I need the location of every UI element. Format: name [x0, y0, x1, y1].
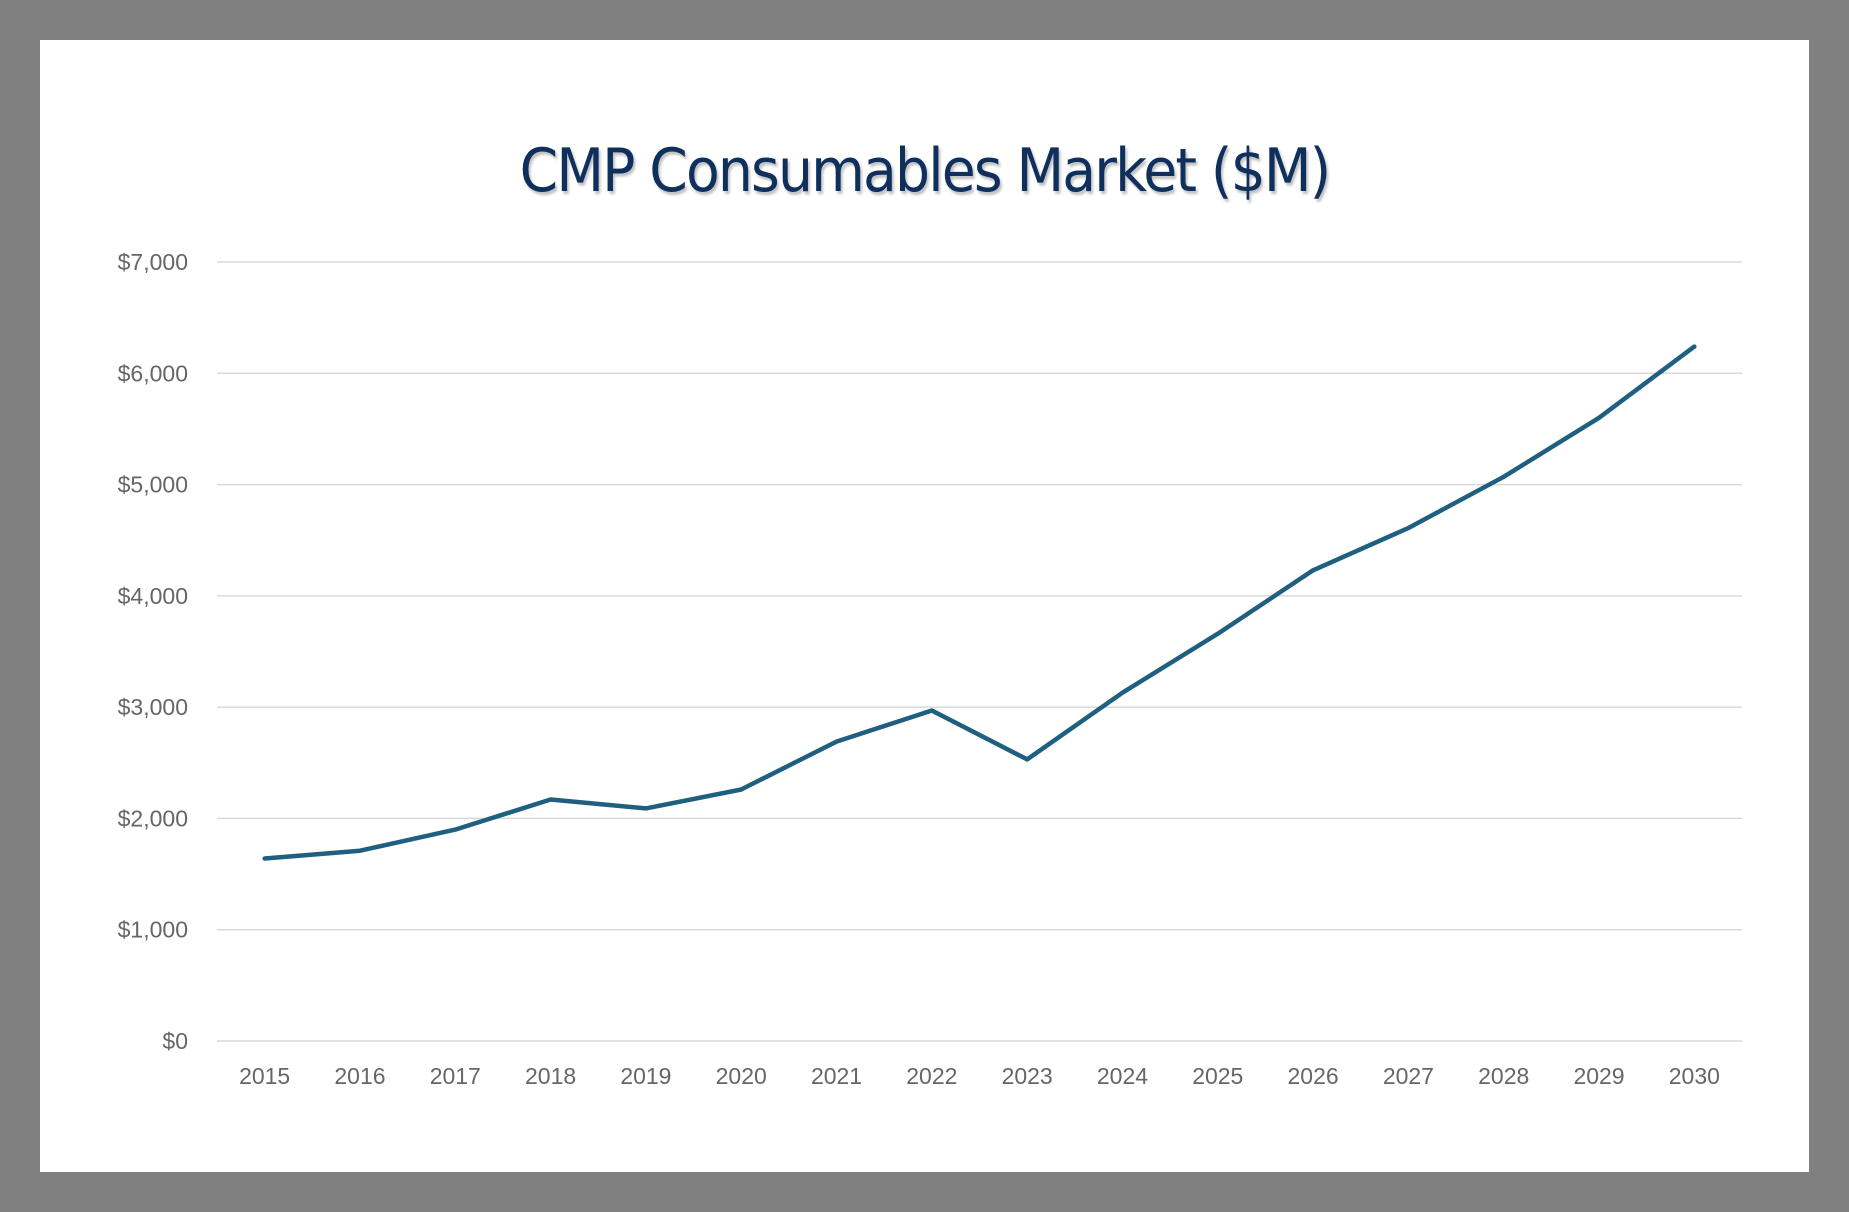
x-tick-label: 2026 — [1288, 1063, 1339, 1089]
y-tick-label: $2,000 — [118, 805, 188, 831]
x-tick-label: 2016 — [334, 1063, 385, 1089]
data-point — [1406, 525, 1411, 530]
y-tick-label: $3,000 — [118, 694, 188, 720]
data-point — [1692, 344, 1697, 349]
x-tick-label: 2018 — [525, 1063, 576, 1089]
x-tick-label: 2025 — [1192, 1063, 1243, 1089]
y-tick-label: $0 — [162, 1028, 188, 1054]
y-tick-label: $5,000 — [118, 472, 188, 498]
x-tick-label: 2024 — [1097, 1063, 1148, 1089]
x-tick-label: 2017 — [430, 1063, 481, 1089]
series-line — [262, 344, 1697, 861]
x-tick-label: 2030 — [1669, 1063, 1720, 1089]
data-point — [357, 848, 362, 853]
x-tick-label: 2021 — [811, 1063, 862, 1089]
chart-title: CMP Consumables Market ($M) — [519, 136, 1332, 206]
data-point — [1120, 690, 1125, 695]
data-point — [1025, 757, 1030, 762]
gridlines — [217, 261, 1742, 1042]
x-tick-label: 2015 — [239, 1063, 290, 1089]
series-group — [262, 344, 1697, 861]
data-point — [453, 827, 458, 832]
data-point — [1501, 474, 1506, 479]
x-axis-tick-labels: 2015 2016 2017 2018 2019 2020 2021 2022 2023 2024… — [239, 1063, 1720, 1089]
data-point — [739, 787, 744, 792]
chart-card: CMP Consumables Market ($M) — [40, 40, 1809, 1172]
x-tick-label: 2020 — [716, 1063, 767, 1089]
y-axis-tick-labels: $0 $1,000 $2,000 $3,000 $4,000 $5,000 $6,000 $7… — [118, 249, 188, 1054]
y-tick-label: $7,000 — [118, 249, 188, 275]
x-tick-label: 2029 — [1573, 1063, 1624, 1089]
data-point — [548, 797, 553, 802]
x-tick-label: 2023 — [1002, 1063, 1053, 1089]
x-tick-label: 2027 — [1383, 1063, 1434, 1089]
x-tick-label: 2019 — [620, 1063, 671, 1089]
x-tick-label: 2022 — [906, 1063, 957, 1089]
data-point — [1215, 631, 1220, 636]
data-point — [929, 708, 934, 713]
data-point — [1311, 568, 1316, 573]
data-point — [643, 806, 648, 811]
data-point — [834, 739, 839, 744]
y-tick-label: $4,000 — [118, 583, 188, 609]
data-point — [262, 856, 267, 861]
x-tick-label: 2028 — [1478, 1063, 1529, 1089]
y-tick-label: $1,000 — [118, 917, 188, 943]
y-tick-label: $6,000 — [118, 360, 188, 386]
data-point — [1597, 415, 1602, 420]
